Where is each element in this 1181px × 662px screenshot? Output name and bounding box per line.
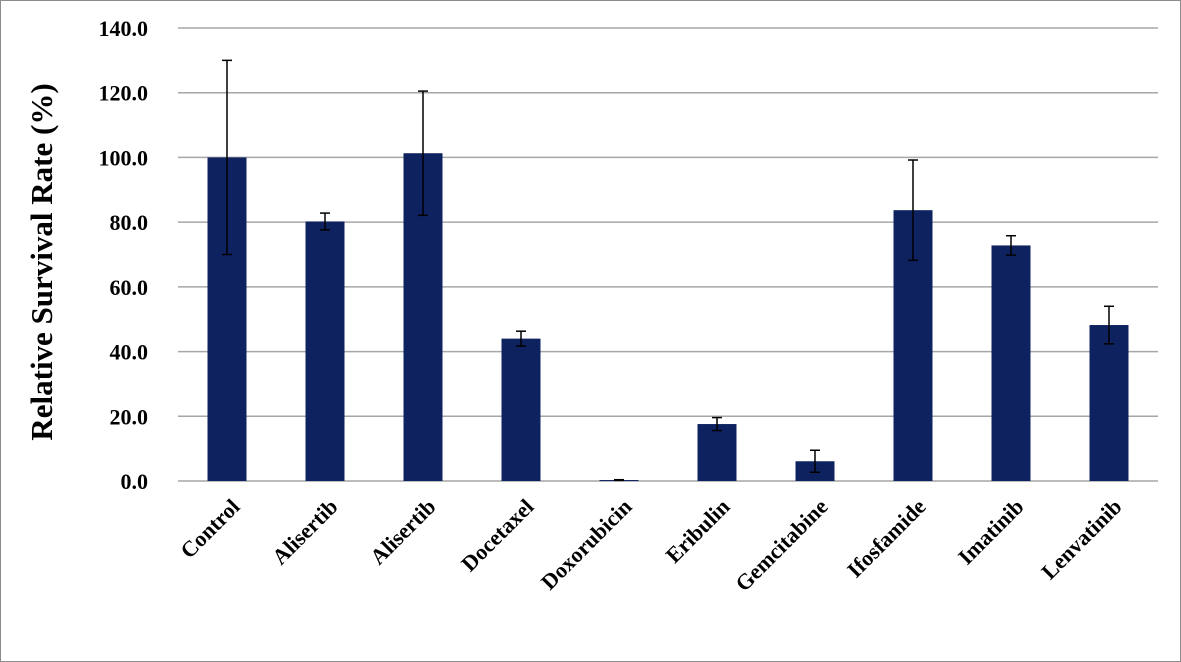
error-bars bbox=[222, 59, 1114, 482]
error-bar bbox=[222, 59, 232, 256]
error-bar bbox=[810, 449, 820, 474]
error-bar bbox=[418, 90, 428, 217]
x-tick-label: Ifosfamide bbox=[842, 494, 931, 583]
y-axis-title: Relative Survival Rate (%) bbox=[24, 83, 59, 440]
bar bbox=[305, 221, 345, 481]
y-tick-label: 0.0 bbox=[121, 469, 149, 494]
error-bar bbox=[908, 159, 918, 262]
y-tick-label: 140.0 bbox=[99, 16, 149, 41]
x-tick-label: Doxorubicin bbox=[536, 494, 637, 595]
bar bbox=[697, 424, 737, 481]
bar bbox=[501, 338, 541, 481]
error-bar bbox=[1104, 305, 1114, 345]
x-tick-label: Control bbox=[175, 494, 244, 563]
y-tick-labels: 0.0 20.0 40.0 60.0 80.0 100.0 120.0 140.0 bbox=[99, 16, 149, 494]
x-tick-label: Imatinib bbox=[953, 494, 1029, 570]
y-tick-label: 120.0 bbox=[99, 81, 149, 106]
error-bar bbox=[614, 478, 624, 482]
error-bar bbox=[320, 212, 330, 231]
y-tick-label: 20.0 bbox=[110, 404, 149, 429]
y-tick-label: 40.0 bbox=[110, 340, 149, 365]
y-tick-label: 80.0 bbox=[110, 210, 149, 235]
x-tick-label: Alisertib bbox=[267, 494, 343, 570]
bar bbox=[991, 245, 1031, 481]
x-tick-label: Gemcitabine bbox=[730, 494, 833, 597]
x-tick-label: Eribulin bbox=[661, 494, 735, 568]
bar bbox=[1089, 325, 1129, 481]
bars bbox=[207, 153, 1129, 482]
x-tick-label: Docetaxel bbox=[456, 494, 538, 576]
x-tick-labels: Control Alisertib Alisertib DocetaxelDoxoru… bbox=[175, 494, 1126, 597]
error-bar bbox=[712, 416, 722, 432]
error-bar bbox=[516, 330, 526, 347]
error-bar bbox=[1006, 234, 1016, 256]
x-tick-label: Alisertib bbox=[365, 494, 441, 570]
y-tick-label: 100.0 bbox=[99, 145, 149, 170]
x-tick-label: Lenvatinib bbox=[1036, 494, 1126, 584]
y-tick-label: 60.0 bbox=[110, 275, 149, 300]
